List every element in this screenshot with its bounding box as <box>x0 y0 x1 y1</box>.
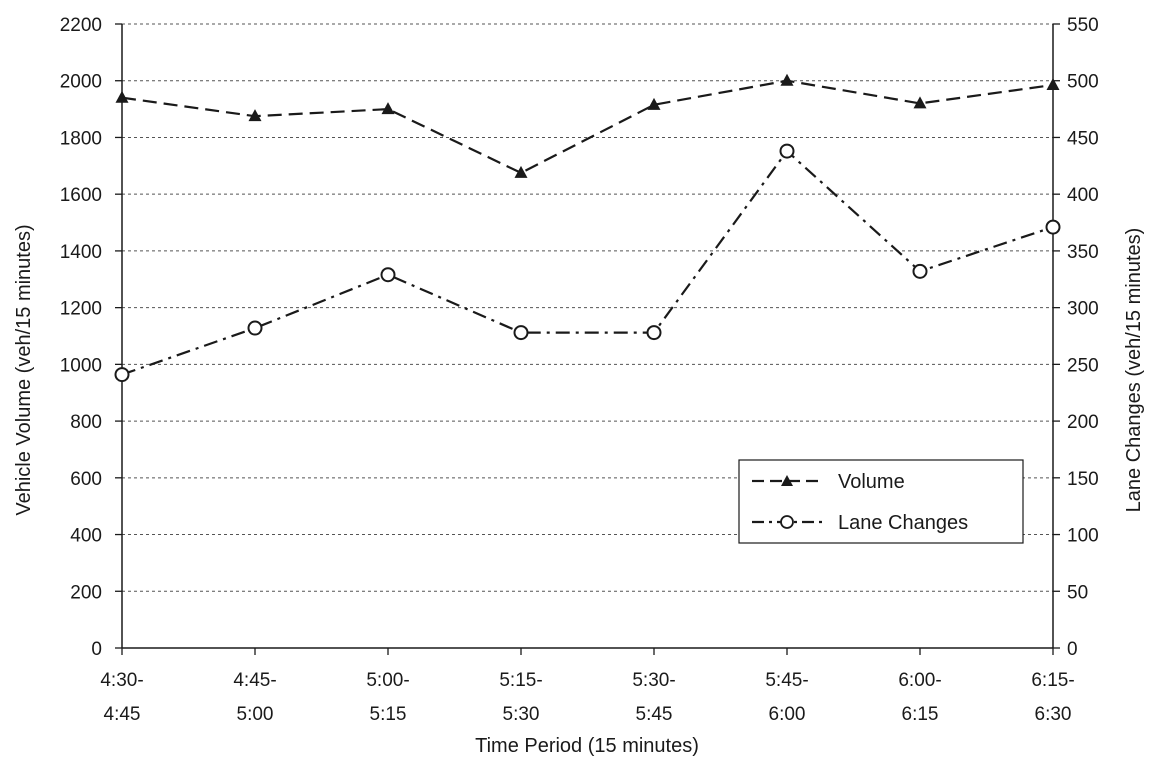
volume-series-line <box>121 79 1054 175</box>
left-y-tick-label: 1000 <box>60 355 102 376</box>
left-y-tick-label: 1800 <box>60 128 102 149</box>
left-y-tick-labels: 0 200 400 600 800 1000 1200 1400 1600 1800 2000 220… <box>60 15 102 660</box>
right-y-tick-label: 550 <box>1067 15 1099 36</box>
x-tick-label: 5:45- <box>765 670 808 691</box>
right-y-tick-label: 250 <box>1067 355 1099 376</box>
lane-changes-point <box>247 320 263 336</box>
axes <box>115 23 1060 655</box>
y-axis-title-left: Vehicle Volume (veh/15 minutes) <box>13 224 35 515</box>
volume-point <box>647 97 661 110</box>
x-tick-label: 6:15- <box>1031 670 1074 691</box>
lane-changes-point <box>380 267 396 283</box>
x-tick-label: 5:15- <box>499 670 542 691</box>
legend-box <box>738 459 1024 544</box>
lane-changes-point <box>779 143 795 159</box>
left-y-tick-label: 200 <box>70 582 102 603</box>
lane-changes-point <box>513 325 529 341</box>
left-y-tick-label: 600 <box>70 469 102 490</box>
x-tick-labels: 4:30- 4:45 4:45- 5:00 5:00- 5:15 5:15- 5:30 5:30… <box>100 670 1074 725</box>
x-tick-label: 5:30 <box>503 704 540 725</box>
x-tick-label: 6:00 <box>769 704 806 725</box>
x-tick-label: 4:45 <box>104 704 141 725</box>
volume-point <box>913 96 927 109</box>
x-tick-label: 5:30- <box>632 670 675 691</box>
x-tick-label: 6:15 <box>902 704 939 725</box>
right-y-tick-label: 450 <box>1067 128 1099 149</box>
right-y-tick-label: 150 <box>1067 469 1099 490</box>
series <box>114 73 1061 383</box>
volume-point <box>514 165 528 178</box>
left-y-tick-label: 1600 <box>60 185 102 206</box>
x-tick-label: 5:15 <box>370 704 407 725</box>
right-y-tick-label: 300 <box>1067 299 1099 320</box>
right-y-tick-label: 500 <box>1067 72 1099 93</box>
volume-point <box>1046 77 1060 90</box>
right-y-tick-label: 350 <box>1067 242 1099 263</box>
x-tick-label: 4:30- <box>100 670 143 691</box>
x-tick-label: 6:00- <box>898 670 941 691</box>
left-y-tick-label: 800 <box>70 412 102 433</box>
legend: Volume Lane Changes <box>738 459 1024 544</box>
lane-changes-series-line <box>121 149 1054 376</box>
y-axis-title-right: Lane Changes (veh/15 minutes) <box>1123 228 1145 513</box>
x-tick-label: 5:00 <box>237 704 274 725</box>
x-tick-label: 6:30 <box>1035 704 1072 725</box>
left-y-tick-label: 2200 <box>60 15 102 36</box>
lane-changes-point <box>114 367 130 383</box>
lane-changes-point <box>912 263 928 279</box>
legend-lane-changes-marker <box>780 515 794 529</box>
volume-point <box>381 102 395 115</box>
left-y-tick-label: 0 <box>91 639 102 660</box>
right-y-tick-label: 100 <box>1067 526 1099 547</box>
legend-volume-label: Volume <box>838 471 905 493</box>
left-y-tick-label: 1400 <box>60 242 102 263</box>
lane-changes-point <box>646 325 662 341</box>
volume-point <box>115 90 129 103</box>
left-y-tick-label: 1200 <box>60 299 102 320</box>
x-tick-label: 5:45 <box>636 704 673 725</box>
right-y-tick-label: 0 <box>1067 639 1078 660</box>
left-y-tick-label: 400 <box>70 526 102 547</box>
volume-point <box>780 73 794 86</box>
right-y-tick-label: 50 <box>1067 582 1088 603</box>
legend-lane-changes-label: Lane Changes <box>838 512 968 534</box>
x-tick-label: 4:45- <box>233 670 276 691</box>
lane-changes-point <box>1045 219 1061 235</box>
x-tick-label: 5:00- <box>366 670 409 691</box>
right-y-tick-label: 200 <box>1067 412 1099 433</box>
x-axis-title: Time Period (15 minutes) <box>475 735 699 757</box>
legend-volume-marker <box>781 475 793 486</box>
left-y-tick-label: 2000 <box>60 72 102 93</box>
right-y-tick-label: 400 <box>1067 185 1099 206</box>
right-y-tick-labels: 0 50 100 150 200 250 300 350 400 450 500 550 <box>1067 15 1099 660</box>
volume-point <box>248 109 262 122</box>
